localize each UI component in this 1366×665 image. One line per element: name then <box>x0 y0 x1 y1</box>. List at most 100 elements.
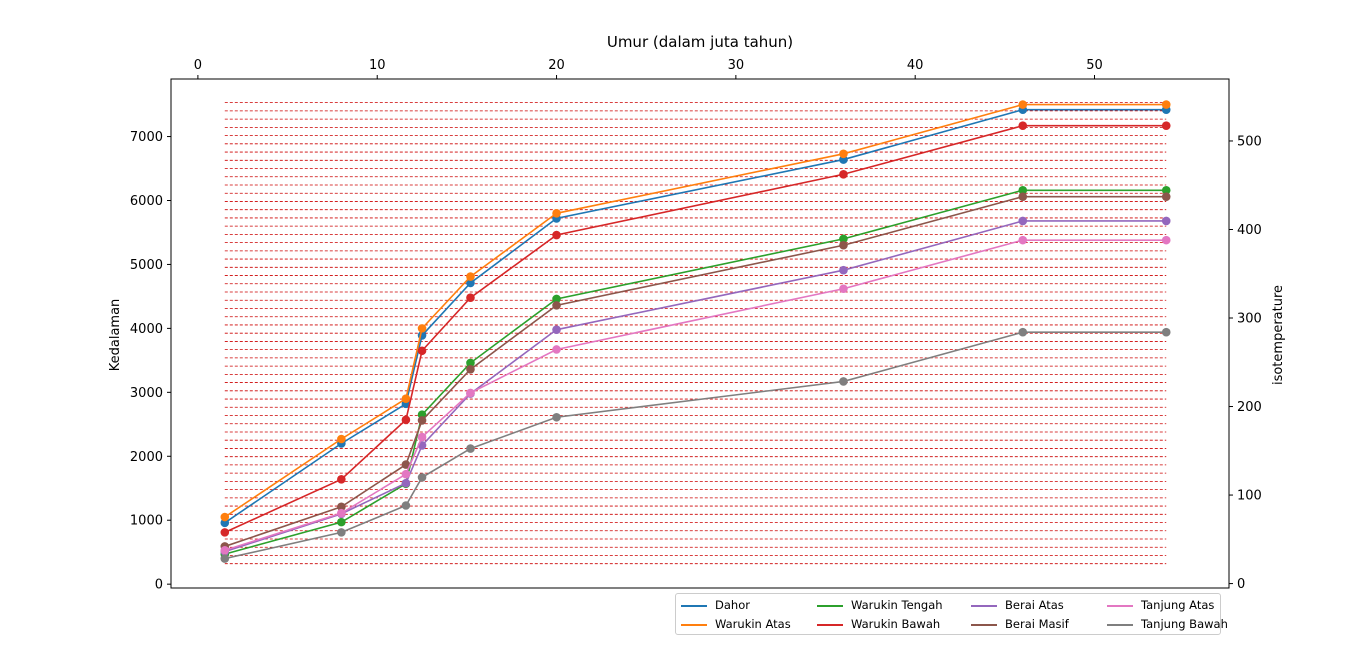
legend-label: Berai Atas <box>1005 598 1064 612</box>
x-tick-label: 50 <box>1086 58 1103 73</box>
series-point-0 <box>466 278 475 288</box>
plot-frame <box>170 78 1230 589</box>
series-point-1 <box>839 149 848 159</box>
series-point-4 <box>1161 216 1171 226</box>
series-point-2 <box>552 294 561 304</box>
series-point-2 <box>466 358 475 368</box>
series-point-6 <box>552 345 561 354</box>
series-point-1 <box>552 208 561 218</box>
series-point-5 <box>337 502 346 512</box>
series-point-5 <box>1161 192 1171 201</box>
series-point-1 <box>1161 100 1171 109</box>
y-axis-label: Kedalaman <box>108 299 123 372</box>
series-point-6 <box>417 432 427 442</box>
series-point-3 <box>839 169 848 179</box>
legend-label: Tanjung Atas <box>1141 598 1215 612</box>
legend-label: Warukin Bawah <box>851 617 941 631</box>
legend-label: Warukin Atas <box>715 617 791 631</box>
legend-swatch <box>1107 604 1133 607</box>
y-tick-label: 2000 <box>130 450 163 465</box>
y2-axis-label: isotemperature <box>1271 285 1286 385</box>
legend-item: Warukin Tengah <box>817 596 943 614</box>
series-point-7 <box>466 444 475 453</box>
series-point-5 <box>401 460 411 469</box>
legend-label: Dahor <box>715 598 750 612</box>
legend-item: Tanjung Bawah <box>1107 615 1228 633</box>
y2-tick-label: 100 <box>1237 489 1262 504</box>
series-point-3 <box>337 474 346 484</box>
series-point-3 <box>401 415 411 425</box>
series-point-4 <box>401 478 411 488</box>
x-tick-label: 10 <box>369 58 386 73</box>
series-point-7 <box>552 412 561 422</box>
series-point-5 <box>1018 192 1028 201</box>
series-point-7 <box>401 501 411 510</box>
series-point-6 <box>839 284 848 294</box>
y-tick-label: 4000 <box>130 322 163 337</box>
legend-swatch <box>971 604 997 607</box>
y2-tick-label: 200 <box>1237 400 1262 415</box>
x-tick-label: 30 <box>728 58 745 73</box>
series-point-1 <box>466 272 475 281</box>
y-tick-label: 0 <box>155 578 163 593</box>
series-point-4 <box>1018 216 1028 226</box>
series-line-0 <box>224 108 1167 524</box>
y2-tick-label: 400 <box>1237 223 1262 238</box>
series-point-1 <box>417 324 427 333</box>
y-tick-label: 1000 <box>130 514 163 529</box>
legend-label: Warukin Tengah <box>851 598 943 612</box>
series-point-3 <box>1018 121 1028 130</box>
series-point-7 <box>1018 327 1028 337</box>
series-line-6 <box>224 239 1167 552</box>
chart-legend: Dahor Warukin Atas Warukin Tengah Warukin B… <box>675 593 1228 635</box>
series-point-6 <box>466 388 475 398</box>
legend-swatch <box>971 623 997 626</box>
legend-item: Warukin Bawah <box>817 615 940 633</box>
legend-label: Tanjung Bawah <box>1141 617 1228 631</box>
y-tick-label: 5000 <box>130 258 163 273</box>
series-point-3 <box>466 293 475 302</box>
series-point-6 <box>220 545 230 555</box>
series-line-2 <box>224 189 1167 555</box>
series-point-5 <box>417 416 427 425</box>
legend-swatch <box>817 623 843 626</box>
series-point-7 <box>220 554 230 563</box>
series-line-5 <box>224 195 1167 548</box>
series-point-1 <box>1018 100 1028 109</box>
series-point-5 <box>839 240 848 250</box>
series-point-7 <box>839 377 848 386</box>
legend-swatch <box>1107 623 1133 626</box>
legend-swatch <box>817 604 843 607</box>
y2-tick-label: 500 <box>1237 134 1262 149</box>
series-point-6 <box>1161 235 1171 245</box>
series-point-1 <box>337 434 346 444</box>
series-point-6 <box>337 508 346 518</box>
y2-tick-label: 0 <box>1237 577 1245 592</box>
series-point-3 <box>552 230 561 240</box>
legend-swatch <box>681 604 707 607</box>
series-point-1 <box>401 394 411 404</box>
series-point-5 <box>552 301 561 310</box>
legend-item: Berai Atas <box>971 596 1064 614</box>
legend-item: Berai Masif <box>971 615 1069 633</box>
series-point-3 <box>417 346 427 356</box>
x-tick-label: 0 <box>194 58 202 73</box>
series-line-1 <box>224 103 1167 518</box>
series-point-5 <box>466 365 475 374</box>
y-tick-label: 6000 <box>130 194 163 209</box>
legend-label: Berai Masif <box>1005 617 1069 631</box>
y-tick-label: 3000 <box>130 386 163 401</box>
x-axis-label: Umur (dalam juta tahun) <box>607 33 793 51</box>
series-point-2 <box>337 517 346 527</box>
x-tick-label: 20 <box>548 58 565 73</box>
series-point-6 <box>1018 235 1028 245</box>
series-point-4 <box>839 265 848 275</box>
series-point-2 <box>1018 185 1028 195</box>
series-point-3 <box>1161 121 1171 130</box>
plot-area: 0 10 20 30 40 5001000200030004000500060007000… <box>130 58 1262 593</box>
series-point-1 <box>220 512 230 522</box>
series-point-7 <box>337 528 346 537</box>
series-point-2 <box>1161 185 1171 195</box>
